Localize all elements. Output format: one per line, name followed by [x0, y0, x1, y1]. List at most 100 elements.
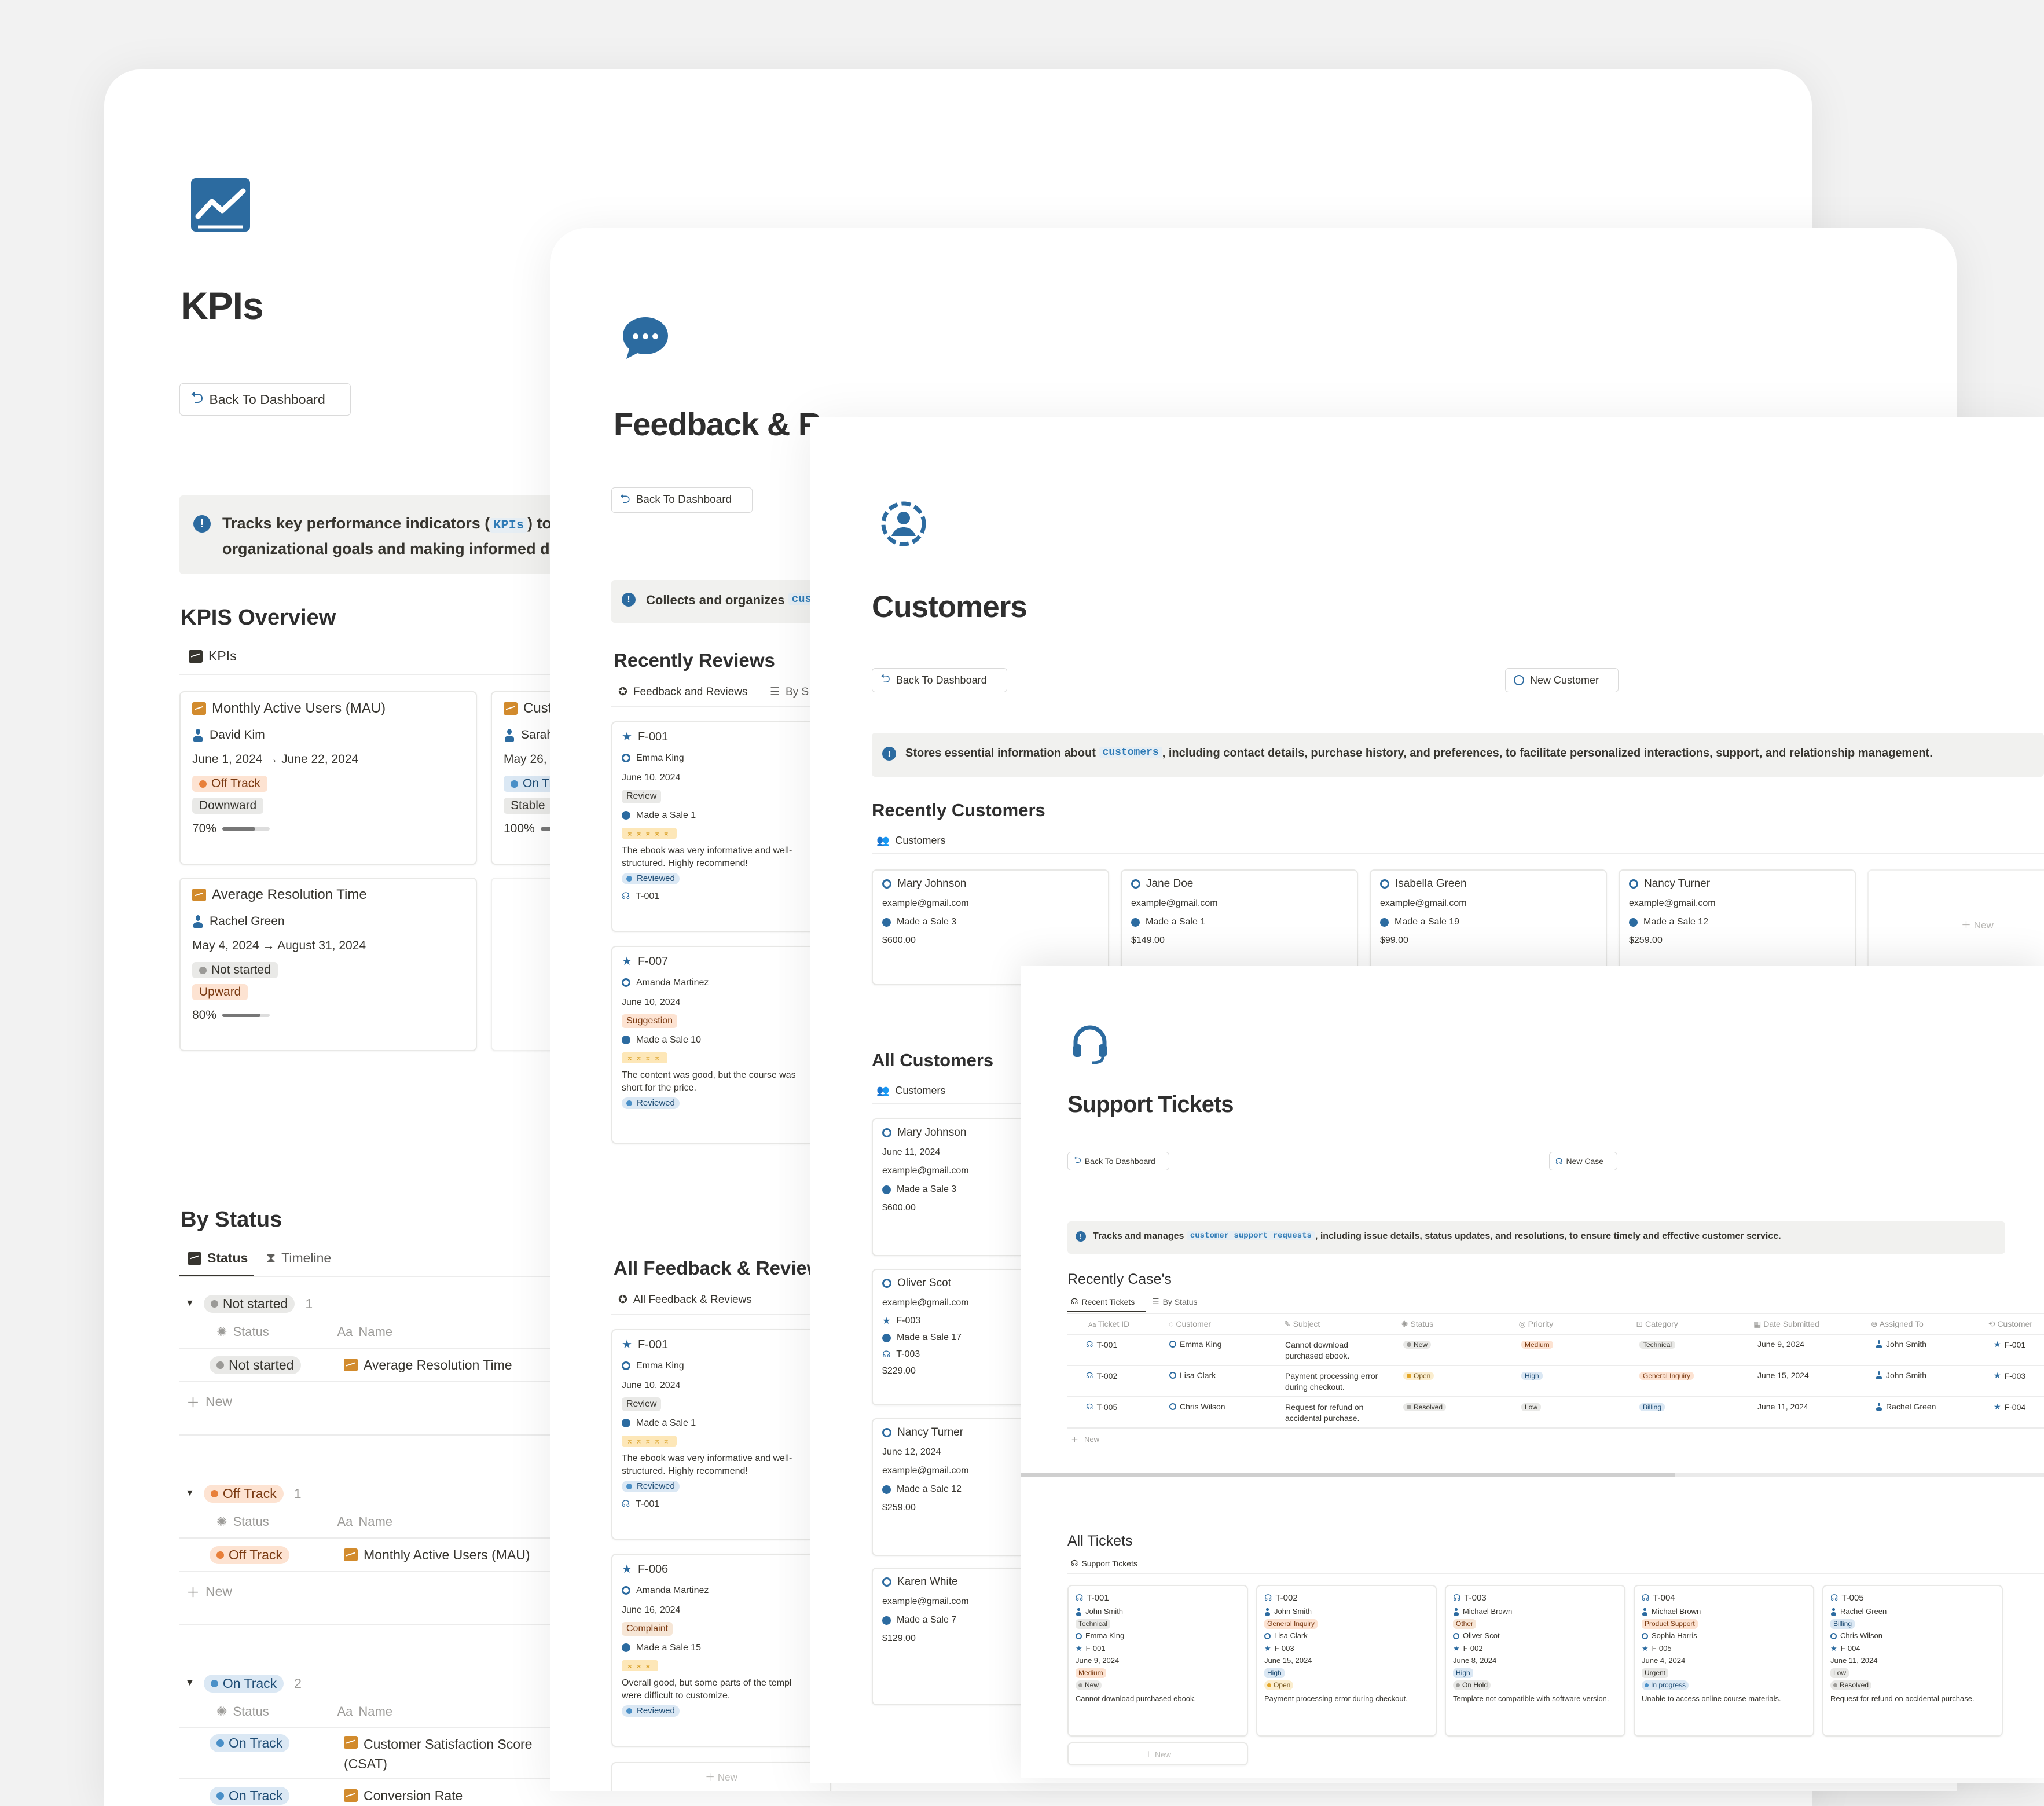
- column-header[interactable]: ⊛ Assigned To: [1870, 1319, 1924, 1328]
- group-count: 1: [293, 1485, 302, 1501]
- email: example@gmail.com: [1131, 898, 1218, 908]
- users-icon: 👥: [876, 1085, 890, 1096]
- column-header[interactable]: ◎ Priority: [1518, 1319, 1554, 1328]
- person-icon: [1629, 879, 1638, 889]
- tab-by-status[interactable]: ☰ By S: [770, 685, 809, 699]
- person-icon: [1876, 1371, 1882, 1379]
- feedback-card[interactable]: ★ F-007 Amanda Martinez June 10, 2024 Sug…: [611, 946, 831, 1144]
- new-row-button[interactable]: ＋ New: [1071, 1434, 1100, 1444]
- person-icon: [1169, 1341, 1176, 1348]
- new-row-button[interactable]: ＋ New: [186, 1393, 233, 1411]
- ticket-card[interactable]: ☊ T-004 Michael Brown Product Support Sop…: [1634, 1585, 1814, 1737]
- ticket-card[interactable]: ☊ T-001 John Smith Technical Emma King ★ F…: [1067, 1585, 1248, 1737]
- ticket-description: Unable to access online course materials…: [1642, 1694, 1781, 1704]
- back-to-dashboard-button[interactable]: ⮌ Back To Dashboard: [1067, 1152, 1169, 1170]
- collapse-toggle[interactable]: ▼: [185, 1298, 195, 1308]
- column-header[interactable]: Aa Ticket ID: [1088, 1319, 1130, 1328]
- new-row-button[interactable]: ＋ New: [186, 1583, 233, 1601]
- trend-badge: Upward: [192, 984, 248, 1000]
- column-header[interactable]: ⟲ Customer: [1988, 1319, 2032, 1328]
- category-badge: Technical: [1076, 1619, 1111, 1629]
- tab-customers[interactable]: 👥 Customers: [876, 1085, 946, 1096]
- amount: $600.00: [882, 1203, 916, 1213]
- group-label[interactable]: Not started: [203, 1294, 295, 1313]
- collapse-toggle[interactable]: ▼: [185, 1678, 195, 1688]
- person-icon: [1169, 1403, 1176, 1410]
- inline-code: customer support requests: [1186, 1231, 1315, 1240]
- table-row[interactable]: ☊ T-001 Emma King Cannot download purchase…: [1067, 1335, 2044, 1366]
- amount: $129.00: [882, 1634, 916, 1643]
- feedback-card[interactable]: ★ F-001 Emma King June 10, 2024 Review Ma…: [611, 1329, 831, 1540]
- column-header[interactable]: ✎ Subject: [1284, 1319, 1320, 1328]
- ticket-card[interactable]: ☊ T-005 Rachel Green Billing Chris Wilson…: [1822, 1585, 2003, 1737]
- tab-all-feedback[interactable]: ✪ All Feedback & Reviews: [618, 1293, 752, 1306]
- tab-customers[interactable]: 👥 Customers: [876, 835, 946, 846]
- column-header[interactable]: ▦ Date Submitted: [1753, 1319, 1819, 1328]
- email: example@gmail.com: [882, 1298, 969, 1308]
- new-card-button[interactable]: ＋ New: [1067, 1742, 1248, 1765]
- back-to-dashboard-button[interactable]: ⮌ Back To Dashboard: [872, 668, 1007, 692]
- amount: $99.00: [1380, 935, 1408, 945]
- headset-icon: ☊: [1453, 1593, 1461, 1603]
- tab-by-status[interactable]: ☰ By Status: [1152, 1297, 1198, 1306]
- review-text: The content was good, but the course was: [622, 1070, 796, 1080]
- back-arrow-icon: ⮌: [190, 388, 204, 406]
- new-card-button[interactable]: ＋ New: [611, 1762, 831, 1791]
- person-icon: [882, 879, 891, 889]
- ticket-card[interactable]: ☊ T-003 Michael Brown Other Oliver Scot ★…: [1445, 1585, 1625, 1737]
- person-icon: [1076, 1607, 1082, 1616]
- tab-status[interactable]: Status: [188, 1250, 248, 1266]
- trend-badge: Downward: [192, 798, 264, 814]
- new-case-button[interactable]: ☊ New Case: [1549, 1152, 1617, 1170]
- star-badge-icon: ✪: [618, 686, 627, 698]
- tab-recent-tickets[interactable]: ☊ Recent Tickets: [1071, 1297, 1135, 1306]
- exclamation-icon: !: [622, 593, 636, 607]
- text-column-icon: Aa: [337, 1514, 353, 1529]
- status-column-icon: ✺: [216, 1324, 227, 1339]
- feedback-card[interactable]: ★ F-001 Emma King June 10, 2024 Review Ma…: [611, 721, 831, 932]
- column-header[interactable]: ⊡ Category: [1636, 1319, 1678, 1328]
- date: June 11, 2024: [882, 1147, 941, 1157]
- status-badge: Not started: [210, 1356, 301, 1374]
- status-badge: New: [1403, 1341, 1432, 1349]
- back-to-dashboard-button[interactable]: ⮌ Back To Dashboard: [611, 487, 753, 513]
- person-icon: [882, 1128, 891, 1137]
- horizontal-scrollbar[interactable]: [1021, 1473, 2044, 1477]
- kpi-icon: [344, 1359, 358, 1371]
- feedback-card[interactable]: ★ F-006 Amanda Martinez June 16, 2024 Com…: [611, 1554, 831, 1747]
- column-header[interactable]: ✺ Status: [1401, 1319, 1434, 1328]
- status-badge: Open: [1264, 1680, 1294, 1691]
- email: example@gmail.com: [1629, 898, 1716, 908]
- exclamation-icon: !: [882, 747, 896, 761]
- table-row[interactable]: ☊ T-002 Lisa Clark Payment processing err…: [1067, 1366, 2044, 1397]
- kpi-card[interactable]: Average Resolution Time Rachel Green May…: [179, 878, 477, 1051]
- amount: $259.00: [1629, 935, 1663, 945]
- email: example@gmail.com: [882, 1466, 969, 1475]
- tab-feedback-and-reviews[interactable]: ✪ Feedback and Reviews: [618, 685, 748, 699]
- group-label[interactable]: Off Track: [203, 1484, 284, 1503]
- star-icon: ★: [622, 955, 632, 968]
- kpi-icon: [188, 1251, 201, 1265]
- subject: Request for refund on accidental purchase…: [1285, 1403, 1364, 1423]
- table-row[interactable]: ☊ T-005 Chris Wilson Request for refund o…: [1067, 1397, 2044, 1429]
- collapse-toggle[interactable]: ▼: [185, 1488, 195, 1498]
- kpi-card[interactable]: Monthly Active Users (MAU) David Kim Jun…: [179, 691, 477, 865]
- tab-timeline[interactable]: ⧗ Timeline: [266, 1250, 332, 1265]
- priority-badge: Low: [1521, 1403, 1542, 1411]
- page-title: KPIs: [181, 284, 264, 327]
- status-badge: New: [1076, 1680, 1102, 1691]
- tickets-table: Aa Ticket ID ◌ Customer ✎ Subject ✺ Stat…: [1067, 1313, 2044, 1335]
- headset-icon: ☊: [1071, 1297, 1078, 1306]
- tab-kpis[interactable]: KPIs: [189, 648, 237, 664]
- chart-line-icon: [191, 178, 250, 232]
- new-customer-button[interactable]: New Customer: [1505, 668, 1619, 692]
- back-to-dashboard-button[interactable]: ⮌ Back To Dashboard: [179, 383, 351, 416]
- ticket-description: Payment processing error during checkout…: [1264, 1694, 1408, 1704]
- rating-stars: ⌅⌅⌅: [622, 1660, 659, 1672]
- date: June 11, 2024: [1830, 1656, 1878, 1665]
- ticket-card[interactable]: ☊ T-002 John Smith General Inquiry Lisa C…: [1256, 1585, 1437, 1737]
- priority-badge: Medium: [1521, 1341, 1553, 1349]
- group-label[interactable]: On Track: [203, 1674, 284, 1693]
- column-header[interactable]: ◌ Customer: [1169, 1319, 1212, 1328]
- tab-support-tickets[interactable]: ☊ Support Tickets: [1071, 1558, 1137, 1568]
